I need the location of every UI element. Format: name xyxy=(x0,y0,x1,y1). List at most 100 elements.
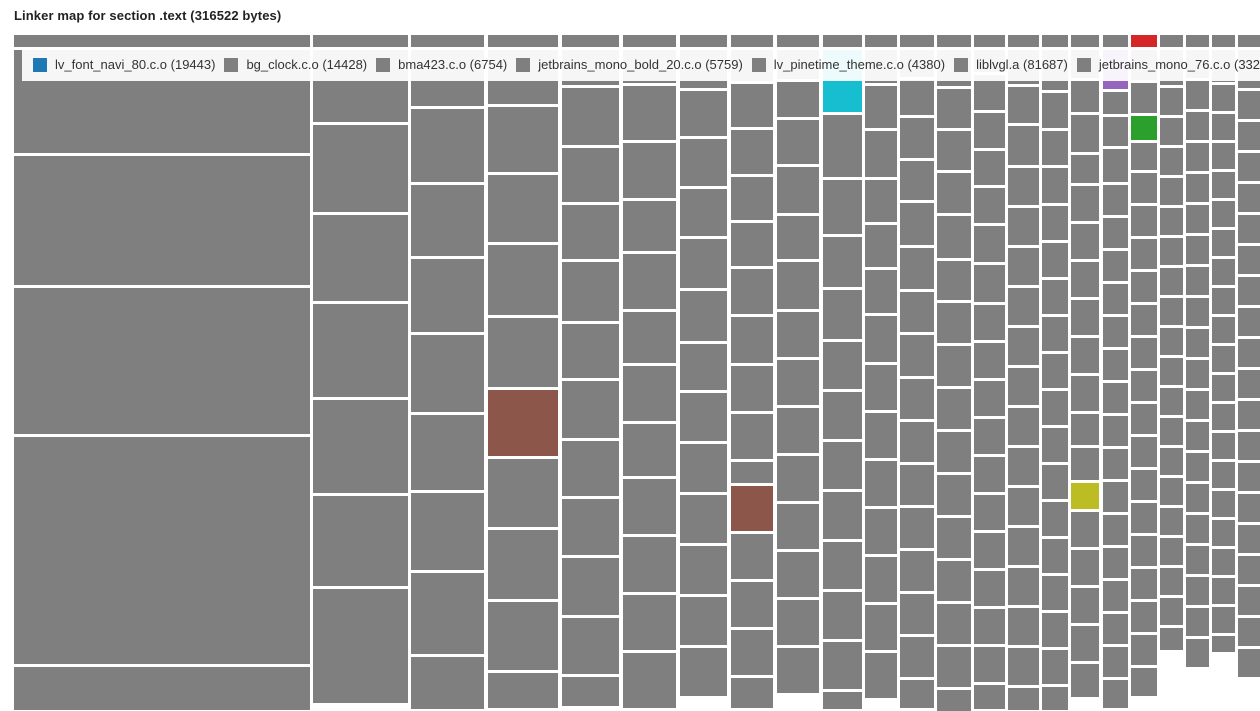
map-cell[interactable] xyxy=(937,261,971,300)
map-cell[interactable] xyxy=(1131,83,1157,113)
map-cell[interactable] xyxy=(1008,608,1039,645)
map-cell[interactable] xyxy=(1071,300,1099,335)
map-cell[interactable] xyxy=(411,335,484,412)
map-cell[interactable] xyxy=(1186,143,1209,171)
map-cell[interactable] xyxy=(731,534,773,579)
map-cell[interactable] xyxy=(14,667,310,710)
map-cell[interactable] xyxy=(937,303,971,343)
map-cell[interactable] xyxy=(1008,448,1039,485)
map-cell[interactable] xyxy=(1186,546,1209,574)
map-cell[interactable] xyxy=(777,312,819,357)
map-cell[interactable] xyxy=(865,270,897,313)
map-cell[interactable] xyxy=(1160,88,1183,115)
map-cell[interactable] xyxy=(562,88,619,145)
map-cell[interactable] xyxy=(823,237,862,287)
map-cell[interactable] xyxy=(731,177,773,220)
map-cell[interactable] xyxy=(1131,536,1157,566)
map-cell[interactable] xyxy=(1186,81,1209,109)
map-cell[interactable] xyxy=(937,346,971,386)
map-cell[interactable] xyxy=(1103,416,1128,446)
map-cell[interactable] xyxy=(1131,143,1157,170)
map-cell[interactable] xyxy=(313,496,408,586)
map-cell[interactable] xyxy=(1212,172,1235,198)
map-cell[interactable] xyxy=(488,530,558,599)
map-cell[interactable] xyxy=(1071,414,1099,445)
map-cell[interactable] xyxy=(731,35,773,47)
map-cell[interactable] xyxy=(411,109,484,182)
map-cell[interactable] xyxy=(731,486,773,531)
map-cell[interactable] xyxy=(1008,288,1039,325)
map-cell[interactable] xyxy=(1186,608,1209,636)
map-cell[interactable] xyxy=(488,673,558,708)
map-cell[interactable] xyxy=(1042,539,1068,573)
map-cell[interactable] xyxy=(1042,168,1068,203)
map-cell[interactable] xyxy=(1103,149,1128,182)
map-cell[interactable] xyxy=(731,223,773,266)
map-cell[interactable] xyxy=(1008,87,1039,123)
map-cell[interactable] xyxy=(1103,218,1128,248)
map-cell[interactable] xyxy=(1186,205,1209,233)
map-cell[interactable] xyxy=(623,86,676,140)
map-cell[interactable] xyxy=(1103,350,1128,380)
map-cell[interactable] xyxy=(900,292,934,332)
map-cell[interactable] xyxy=(680,393,727,441)
map-cell[interactable] xyxy=(1212,288,1235,314)
map-cell[interactable] xyxy=(1008,35,1039,47)
map-cell[interactable] xyxy=(623,254,676,309)
map-cell[interactable] xyxy=(1212,230,1235,256)
map-cell[interactable] xyxy=(974,495,1005,530)
map-cell[interactable] xyxy=(731,582,773,627)
map-cell[interactable] xyxy=(1160,478,1183,505)
map-cell[interactable] xyxy=(1186,391,1209,419)
map-cell[interactable] xyxy=(1071,512,1099,547)
map-cell[interactable] xyxy=(777,262,819,309)
map-cell[interactable] xyxy=(777,408,819,453)
map-cell[interactable] xyxy=(1008,688,1039,710)
map-cell[interactable] xyxy=(823,115,862,177)
map-cell[interactable] xyxy=(974,305,1005,340)
map-cell[interactable] xyxy=(1160,208,1183,235)
map-cell[interactable] xyxy=(1131,173,1157,203)
map-cell[interactable] xyxy=(731,630,773,675)
map-cell[interactable] xyxy=(900,422,934,462)
map-cell[interactable] xyxy=(974,226,1005,262)
map-cell[interactable] xyxy=(823,592,862,639)
map-cell[interactable] xyxy=(1042,502,1068,536)
map-cell[interactable] xyxy=(680,291,727,341)
map-cell[interactable] xyxy=(823,342,862,389)
map-cell[interactable] xyxy=(865,461,897,506)
map-cell[interactable] xyxy=(974,533,1005,568)
map-cell[interactable] xyxy=(1008,248,1039,285)
map-cell[interactable] xyxy=(623,595,676,650)
map-cell[interactable] xyxy=(937,131,971,170)
map-cell[interactable] xyxy=(1131,338,1157,368)
map-cell[interactable] xyxy=(1186,484,1209,512)
map-cell[interactable] xyxy=(900,35,934,47)
map-cell[interactable] xyxy=(562,558,619,615)
map-cell[interactable] xyxy=(865,413,897,458)
map-cell[interactable] xyxy=(1042,576,1068,610)
map-cell[interactable] xyxy=(777,82,819,117)
map-cell[interactable] xyxy=(777,35,819,47)
map-cell[interactable] xyxy=(1186,112,1209,140)
map-cell[interactable] xyxy=(731,414,773,459)
map-cell[interactable] xyxy=(974,188,1005,223)
legend-item[interactable]: bma423.c.o (6754) xyxy=(376,57,507,72)
map-cell[interactable] xyxy=(1160,268,1183,295)
legend-item[interactable]: bg_clock.c.o (14428) xyxy=(224,57,367,72)
map-cell[interactable] xyxy=(1238,122,1260,150)
map-cell[interactable] xyxy=(1160,35,1183,47)
map-cell[interactable] xyxy=(1160,628,1183,650)
map-cell[interactable] xyxy=(1103,117,1128,146)
map-cell[interactable] xyxy=(1212,201,1235,227)
map-cell[interactable] xyxy=(1103,614,1128,644)
map-cell[interactable] xyxy=(488,318,558,387)
map-cell[interactable] xyxy=(1238,35,1260,47)
map-cell[interactable] xyxy=(1238,494,1260,522)
map-cell[interactable] xyxy=(937,604,971,644)
map-cell[interactable] xyxy=(900,335,934,376)
map-cell[interactable] xyxy=(1238,215,1260,243)
map-cell[interactable] xyxy=(14,288,310,434)
legend-item[interactable]: jetbrains_mono_bold_20.c.o (5759) xyxy=(516,57,743,72)
map-cell[interactable] xyxy=(680,546,727,594)
